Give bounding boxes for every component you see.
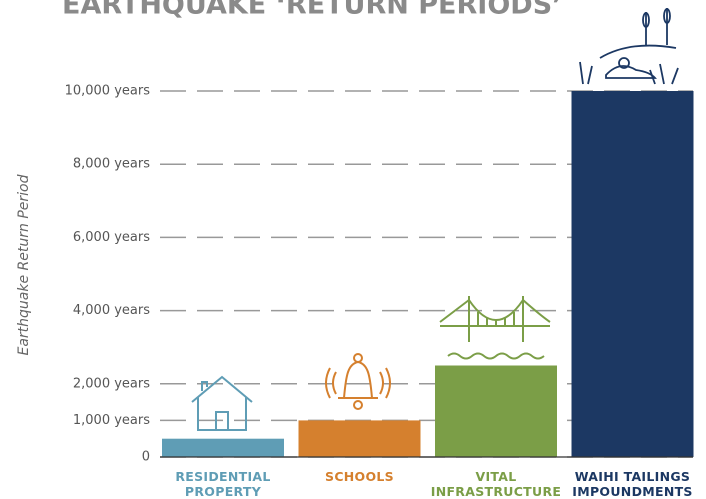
page: EARTHQUAKE ‘RETURN PERIODS’ Earthquake R…: [0, 0, 706, 499]
y-tick-label: 1,000 years: [73, 413, 150, 428]
y-tick-label: 0: [142, 450, 150, 465]
x-tick-label: SCHOOLS: [292, 469, 428, 484]
y-tick-label: 4,000 years: [73, 303, 150, 318]
bell-icon: [326, 354, 390, 409]
x-tick-label: WAIHI TAILINGS IMPOUNDMENTS: [565, 469, 701, 499]
y-tick-label: 10,000 years: [65, 84, 151, 99]
y-axis-label: Earthquake Return Period: [16, 174, 32, 355]
y-tick-label: 2,000 years: [73, 376, 150, 391]
bar: [299, 420, 421, 457]
x-tick-label: VITAL INFRASTRUCTURE: [428, 469, 564, 499]
bar: [162, 439, 284, 457]
wetland-icon: [580, 8, 678, 84]
chart-title: EARTHQUAKE ‘RETURN PERIODS’: [62, 0, 562, 21]
y-tick-label: 8,000 years: [73, 157, 150, 172]
house-icon: [192, 377, 252, 430]
bar: [572, 91, 694, 457]
x-tick-label: RESIDENTIAL PROPERTY: [155, 469, 291, 499]
y-tick-label: 6,000 years: [73, 230, 150, 245]
bar: [435, 366, 557, 458]
bridge-icon: [440, 296, 550, 359]
chart: EARTHQUAKE ‘RETURN PERIODS’ Earthquake R…: [0, 0, 706, 499]
